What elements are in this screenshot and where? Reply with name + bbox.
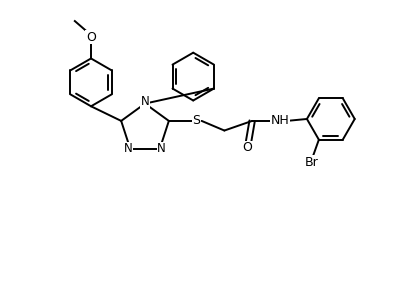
- Text: S: S: [193, 114, 201, 127]
- Text: O: O: [86, 31, 96, 44]
- Text: Br: Br: [305, 156, 319, 168]
- Text: N: N: [124, 142, 133, 155]
- Text: N: N: [157, 142, 166, 155]
- Text: O: O: [243, 141, 252, 154]
- Text: NH: NH: [271, 114, 289, 127]
- Text: N: N: [140, 95, 149, 108]
